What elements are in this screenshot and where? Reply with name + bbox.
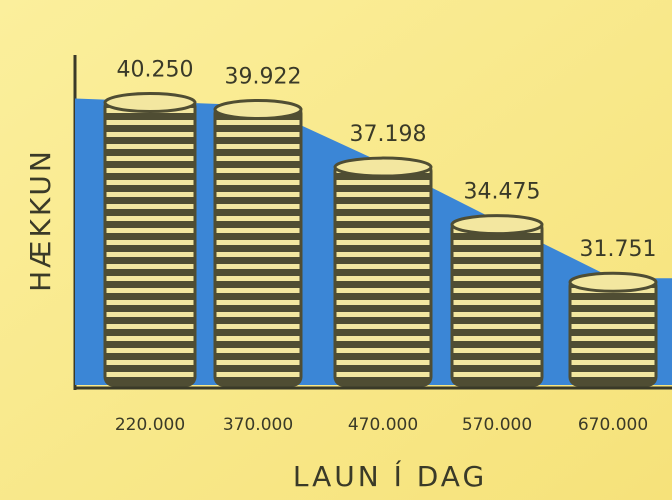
bar xyxy=(103,97,197,387)
bar xyxy=(333,161,433,387)
value-label: 39.922 xyxy=(225,64,302,89)
coin-top xyxy=(450,214,544,236)
bar xyxy=(568,276,658,387)
coin-top xyxy=(568,271,658,293)
coin-top xyxy=(103,92,197,114)
x-tick-label: 570.000 xyxy=(462,415,532,435)
bar xyxy=(450,219,544,387)
x-tick-label: 470.000 xyxy=(348,415,418,435)
value-label: 34.475 xyxy=(464,180,541,205)
coin-top xyxy=(333,156,433,178)
bar xyxy=(213,103,303,387)
value-label: 40.250 xyxy=(117,58,194,83)
x-axis-label: LAUN Í DAG xyxy=(293,459,487,493)
coin-top xyxy=(213,98,303,120)
x-tick-label: 670.000 xyxy=(578,415,648,435)
x-tick-label: 220.000 xyxy=(115,415,185,435)
value-label: 37.198 xyxy=(350,122,427,147)
x-tick-label: 370.000 xyxy=(223,415,293,435)
value-label: 31.751 xyxy=(580,237,657,262)
y-axis-label: HÆKKUN xyxy=(24,148,57,292)
